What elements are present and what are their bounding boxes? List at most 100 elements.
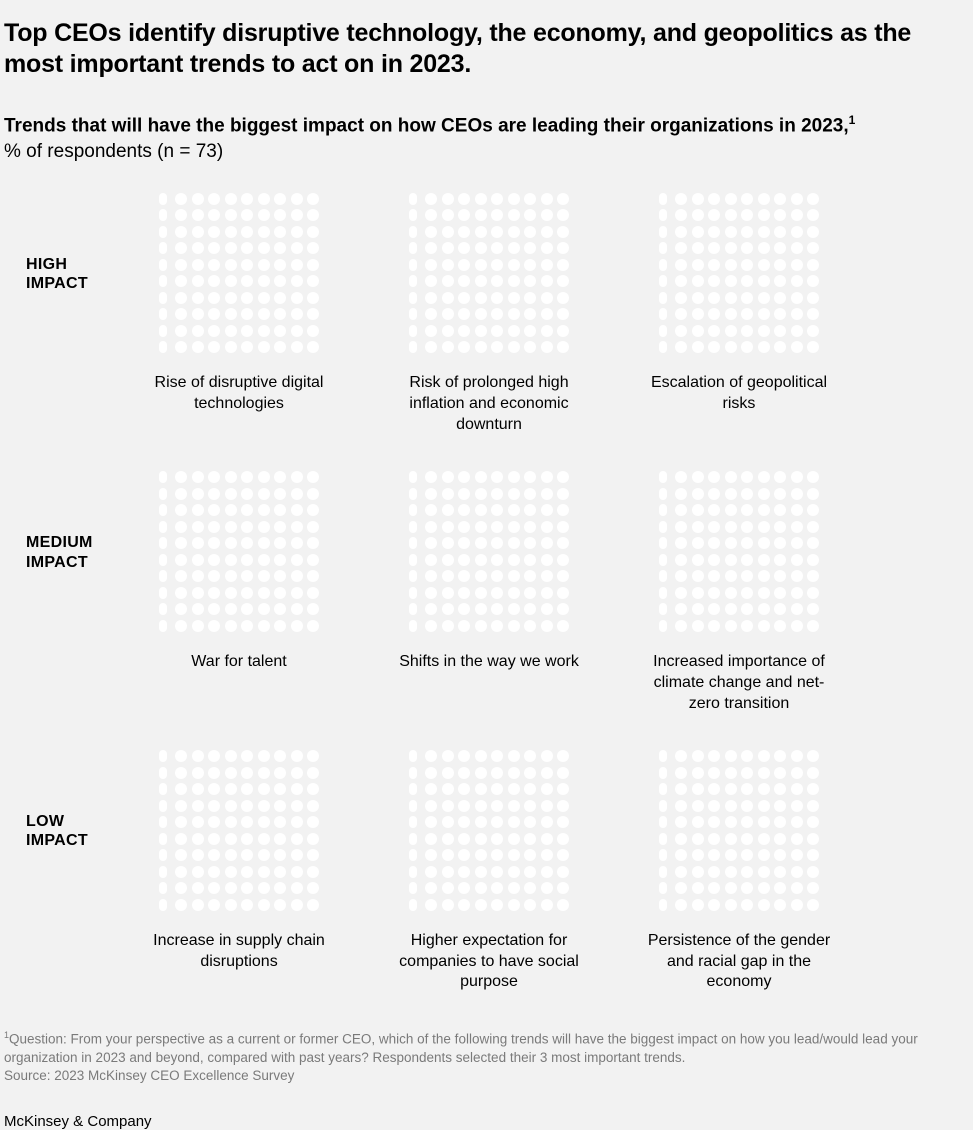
dot-icon xyxy=(475,275,487,287)
impact-label: LOWIMPACT xyxy=(4,750,158,850)
dot-icon xyxy=(192,570,204,582)
dot-icon xyxy=(557,833,569,845)
dot-icon xyxy=(508,603,520,615)
dot-icon xyxy=(557,471,569,483)
dot-icon xyxy=(557,816,569,828)
dot-icon xyxy=(241,504,253,516)
dot-icon xyxy=(442,193,454,205)
dot-icon xyxy=(291,882,303,894)
dot-icon xyxy=(475,849,487,861)
dot-icon xyxy=(758,341,770,353)
dot-icon xyxy=(524,750,536,762)
dot-icon xyxy=(758,325,770,337)
dot-icon xyxy=(274,570,286,582)
dot-icon xyxy=(258,750,270,762)
dot-icon xyxy=(175,521,187,533)
dot-icon xyxy=(175,471,187,483)
dot-icon xyxy=(409,587,417,599)
dot-icon xyxy=(675,882,687,894)
dot-icon xyxy=(159,488,167,500)
dot-icon xyxy=(725,259,737,271)
dot-icon xyxy=(458,603,470,615)
dot-icon xyxy=(258,800,270,812)
dot-icon xyxy=(708,554,720,566)
dot-icon xyxy=(491,767,503,779)
dot-icon xyxy=(241,849,253,861)
dot-icon xyxy=(442,308,454,320)
dot-icon xyxy=(258,587,270,599)
dot-icon xyxy=(508,292,520,304)
dot-icon xyxy=(274,504,286,516)
dot-icon xyxy=(725,620,737,632)
dot-icon xyxy=(708,242,720,254)
dot-icon xyxy=(774,209,786,221)
dot-icon xyxy=(541,504,553,516)
dot-icon xyxy=(675,209,687,221)
dot-icon xyxy=(659,767,667,779)
dot-icon xyxy=(675,488,687,500)
dot-icon xyxy=(475,816,487,828)
dot-icon xyxy=(774,800,786,812)
dot-icon xyxy=(807,292,819,304)
dot-icon xyxy=(524,603,536,615)
dot-icon xyxy=(708,325,720,337)
dot-icon xyxy=(425,570,437,582)
brand-attribution: McKinsey & Company xyxy=(4,1113,965,1130)
dot-icon xyxy=(708,308,720,320)
dot-icon xyxy=(225,471,237,483)
dot-icon xyxy=(175,226,187,238)
dot-icon xyxy=(692,275,704,287)
dot-icon xyxy=(491,504,503,516)
dot-icon xyxy=(258,554,270,566)
dot-icon xyxy=(725,866,737,878)
dot-icon xyxy=(458,587,470,599)
dot-icon xyxy=(491,570,503,582)
dot-icon xyxy=(425,193,437,205)
dot-icon xyxy=(659,800,667,812)
dot-icon xyxy=(692,292,704,304)
dot-icon xyxy=(192,554,204,566)
dot-icon xyxy=(291,849,303,861)
dot-icon xyxy=(791,603,803,615)
dot-icon xyxy=(659,308,667,320)
dot-icon xyxy=(208,209,220,221)
dot-icon xyxy=(557,341,569,353)
dot-icon xyxy=(409,226,417,238)
dot-icon xyxy=(307,899,319,911)
dot-icon xyxy=(541,521,553,533)
dot-icon xyxy=(725,570,737,582)
dot-icon xyxy=(225,750,237,762)
dot-icon xyxy=(758,767,770,779)
dot-icon xyxy=(791,849,803,861)
dot-icon xyxy=(258,783,270,795)
dot-icon xyxy=(508,570,520,582)
dot-icon xyxy=(425,521,437,533)
dot-icon xyxy=(192,866,204,878)
dot-icon xyxy=(491,488,503,500)
dot-icon xyxy=(192,341,204,353)
dot-icon xyxy=(458,226,470,238)
dot-icon xyxy=(208,783,220,795)
dot-icon xyxy=(491,193,503,205)
dot-icon xyxy=(675,800,687,812)
dot-icon xyxy=(491,292,503,304)
dot-icon xyxy=(659,783,667,795)
dot-icon xyxy=(175,292,187,304)
dot-icon xyxy=(708,341,720,353)
dot-icon xyxy=(758,537,770,549)
dot-icon xyxy=(524,259,536,271)
dot-icon xyxy=(307,750,319,762)
dot-icon xyxy=(791,866,803,878)
dot-icon xyxy=(241,620,253,632)
dot-icon xyxy=(725,275,737,287)
dot-icon xyxy=(741,750,753,762)
dot-icon xyxy=(175,849,187,861)
dot-icon xyxy=(192,899,204,911)
dot-icon xyxy=(159,554,167,566)
dot-icon xyxy=(541,242,553,254)
dot-icon xyxy=(192,226,204,238)
dot-icon xyxy=(274,471,286,483)
dot-icon xyxy=(274,620,286,632)
dot-icon xyxy=(425,866,437,878)
dot-icon xyxy=(409,504,417,516)
